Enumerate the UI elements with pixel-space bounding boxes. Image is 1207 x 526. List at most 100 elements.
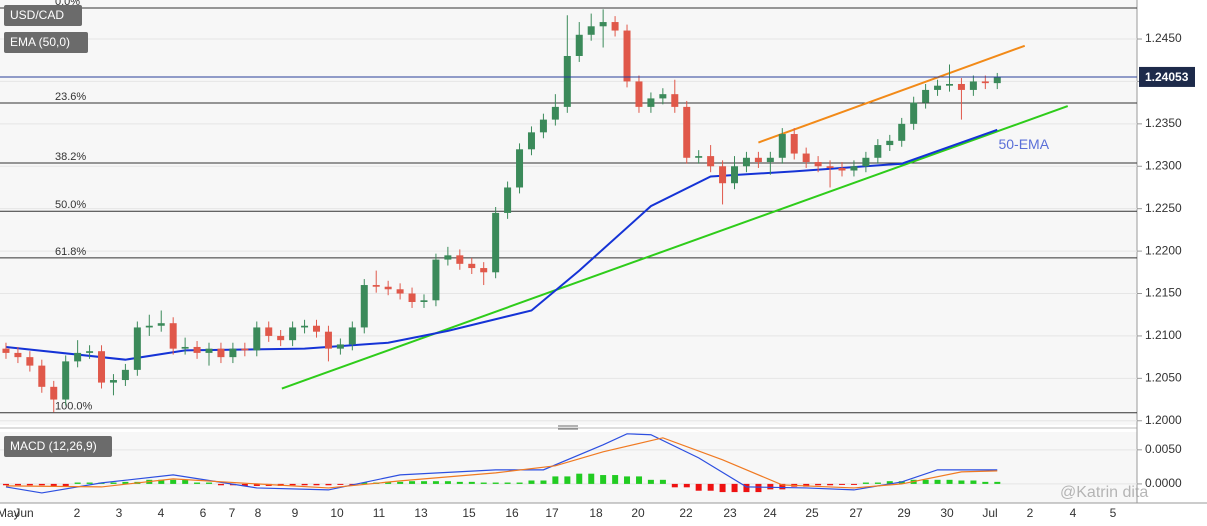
plot-layer: 1.24501.24001.23501.23001.22501.22001.21… bbox=[0, 0, 1195, 520]
candle-body bbox=[74, 352, 82, 362]
histogram-bar bbox=[755, 483, 762, 493]
candle-body bbox=[969, 81, 977, 90]
histogram-bar bbox=[683, 483, 690, 488]
y-tick-label: 1.2250 bbox=[1145, 201, 1182, 215]
candle-body bbox=[838, 167, 846, 171]
candle-body bbox=[898, 123, 906, 141]
candle-body bbox=[766, 157, 774, 163]
histogram-bar bbox=[671, 483, 678, 488]
candle-body bbox=[181, 346, 189, 349]
histogram-bar bbox=[206, 482, 213, 484]
candle-body bbox=[301, 325, 309, 328]
candle-body bbox=[683, 106, 691, 158]
histogram-bar bbox=[253, 483, 260, 486]
trend-line bbox=[281, 105, 1069, 390]
candle-body bbox=[707, 156, 715, 167]
candle-body bbox=[336, 344, 344, 349]
histogram-bar bbox=[588, 473, 595, 484]
histogram-bar bbox=[182, 479, 189, 484]
fib-label: 38.2% bbox=[55, 151, 86, 163]
candle-body bbox=[324, 331, 332, 349]
histogram-bar bbox=[38, 483, 45, 486]
histogram-bar bbox=[970, 480, 977, 484]
candle-body bbox=[456, 255, 464, 264]
x-tick-label: 29 bbox=[897, 506, 911, 520]
candle-body bbox=[635, 81, 643, 107]
histogram-bar bbox=[409, 481, 416, 484]
candle-body bbox=[731, 166, 739, 184]
candle-body bbox=[229, 348, 237, 358]
candle-body bbox=[587, 26, 595, 35]
candle-body bbox=[957, 83, 965, 90]
histogram-bar bbox=[385, 481, 392, 484]
x-tick-label: 25 bbox=[805, 506, 819, 520]
candle-body bbox=[157, 323, 165, 326]
candle-body bbox=[432, 259, 440, 301]
histogram-bar bbox=[779, 483, 786, 490]
histogram-bar bbox=[898, 481, 905, 484]
fib-label: 50.0% bbox=[55, 199, 86, 211]
candle-body bbox=[563, 55, 571, 107]
histogram-bar bbox=[26, 483, 33, 486]
histogram-bar bbox=[862, 482, 869, 484]
x-tick-label: 15 bbox=[462, 506, 476, 520]
x-tick-label: 11 bbox=[373, 506, 386, 520]
histogram-bar bbox=[982, 481, 989, 484]
histogram-bar bbox=[874, 482, 881, 484]
histogram-bar bbox=[492, 482, 499, 484]
candle-body bbox=[14, 352, 22, 358]
histogram-bar bbox=[516, 482, 523, 484]
candle-body bbox=[193, 346, 201, 353]
candle-body bbox=[277, 335, 285, 341]
candle-body bbox=[26, 357, 34, 366]
candle-body bbox=[38, 365, 46, 387]
candle-body bbox=[910, 102, 918, 124]
candle-body bbox=[348, 327, 356, 345]
candle-body bbox=[372, 285, 380, 287]
candle-body bbox=[492, 212, 500, 273]
candle-body bbox=[504, 187, 512, 213]
candle-body bbox=[719, 166, 727, 184]
candle-body bbox=[265, 327, 273, 336]
candle-body bbox=[647, 98, 655, 107]
histogram-bar bbox=[241, 483, 248, 486]
candle-body bbox=[742, 157, 750, 167]
x-tick-label: 7 bbox=[229, 506, 236, 520]
histogram-bar bbox=[886, 481, 893, 484]
y-tick-label: 1.2350 bbox=[1145, 116, 1182, 130]
x-tick-label: 30 bbox=[940, 506, 954, 520]
x-tick-label: 3 bbox=[116, 506, 123, 520]
fib-label: 23.6% bbox=[55, 91, 86, 103]
candle-body bbox=[671, 94, 679, 107]
x-tick-label: 10 bbox=[330, 506, 344, 520]
candle-body bbox=[790, 134, 798, 154]
y-tick-label: 1.2100 bbox=[1145, 328, 1182, 342]
x-tick-label: 9 bbox=[292, 506, 299, 520]
x-tick-label: 2 bbox=[1027, 506, 1034, 520]
candle-body bbox=[205, 348, 213, 353]
histogram-bar bbox=[325, 483, 332, 486]
histogram-bar bbox=[421, 481, 428, 484]
histogram-bar bbox=[851, 483, 858, 485]
histogram-bar bbox=[504, 482, 511, 484]
candle-body bbox=[850, 166, 858, 171]
candle-body bbox=[253, 327, 261, 351]
candle-body bbox=[527, 132, 535, 150]
candle-body bbox=[575, 34, 583, 56]
histogram-bar bbox=[695, 483, 702, 491]
candle-body bbox=[874, 145, 882, 158]
candle-body bbox=[516, 149, 524, 188]
candle-body bbox=[934, 85, 942, 90]
macd-line bbox=[5, 433, 998, 494]
histogram-bar bbox=[612, 475, 619, 484]
candle-body bbox=[599, 22, 607, 27]
histogram-bar bbox=[468, 481, 475, 484]
x-tick-label: 13 bbox=[414, 506, 428, 520]
histogram-bar bbox=[480, 482, 487, 484]
histogram-bar bbox=[624, 476, 631, 484]
candle-body bbox=[289, 327, 297, 341]
candle-body bbox=[862, 157, 870, 167]
histogram-bar bbox=[600, 475, 607, 484]
candle-body bbox=[396, 289, 404, 294]
histogram-bar bbox=[707, 483, 714, 491]
